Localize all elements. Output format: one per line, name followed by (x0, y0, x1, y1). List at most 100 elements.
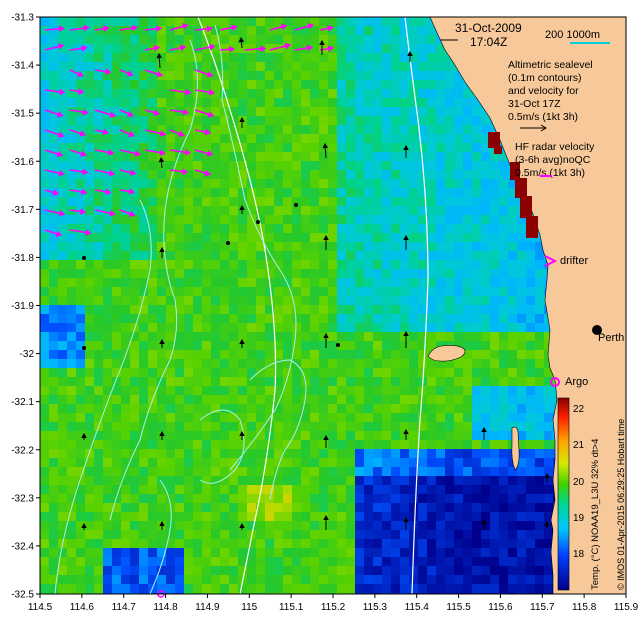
hf-radar-arrow-head (102, 128, 110, 135)
scale-label: 200 1000m (545, 29, 600, 41)
hf-radar-arrow-head (126, 70, 134, 77)
drifter-marker (544, 255, 558, 267)
x-tick-label: 114.5 (28, 602, 53, 613)
y-tick-label: -31.7 (11, 205, 34, 216)
svg-text:(0.1m contours): (0.1m contours) (508, 72, 582, 84)
hf-radar-arrow-head (134, 150, 141, 157)
hf-radar-arrow-head (105, 188, 112, 195)
altimetric-arrow-head (403, 428, 409, 435)
hf-radar-arrow-head (327, 45, 335, 52)
svg-text:0.5m/s (1kt 3h): 0.5m/s (1kt 3h) (508, 111, 578, 123)
hf-radar-arrow-head (77, 70, 84, 77)
altimetric-point (256, 220, 260, 224)
sealevel-contours (54, 24, 307, 595)
altimetric-arrow-head (81, 522, 87, 529)
hf-radar-arrow-head (307, 23, 315, 30)
hf-radar-arrow-head (127, 110, 134, 117)
hf-radar-arrow-head (260, 45, 267, 53)
y-tick-label: -31.4 (11, 61, 34, 72)
hf-radar-arrow-head (206, 25, 214, 33)
x-tick-label: 114.7 (112, 602, 137, 613)
hf-radar-arrow-head (58, 169, 65, 177)
altimetric-point (226, 241, 230, 245)
hf-radar-arrow-head (204, 169, 212, 177)
y-tick-label: -32.2 (11, 445, 34, 456)
altimetric-arrow-head (81, 432, 87, 439)
hf-radar-arrow-head (159, 130, 167, 137)
y-axis: -31.3 -31.4 -31.5 -31.6 -31.7 -31.8 -31.9 -32 -3… (11, 13, 40, 601)
y-tick-label: -31.9 (11, 301, 34, 312)
y-tick-label: -32.4 (11, 541, 34, 552)
x-tick-label: 115.3 (363, 602, 388, 613)
hf-radar-arrow-head (182, 23, 189, 30)
hf-radar-arrow-head (56, 111, 64, 118)
x-tick-label: 115.8 (572, 602, 597, 613)
hf-radar-arrow-head (128, 210, 136, 217)
altimetric-arrow-head (159, 430, 165, 437)
altimetric-arrow-head (323, 234, 329, 241)
hf-radar-vectors (44, 23, 335, 237)
x-tick-label: 115.2 (321, 602, 346, 613)
hf-radar-arrow-head (155, 25, 163, 32)
hf-radar-arrow-head (153, 109, 161, 116)
altimetric-arrow-head (239, 116, 245, 123)
x-tick-label: 114.8 (153, 602, 178, 613)
hf-radar-arrow-head (58, 210, 66, 217)
hf-radar-arrow-head (80, 150, 87, 157)
y-tick-label: -31.5 (11, 109, 34, 120)
altimetric-arrow-head (403, 144, 409, 151)
altimetric-legend: Altimetric sealevel (0.1m contours) and … (508, 59, 593, 132)
altimetric-arrow-head (322, 142, 329, 149)
date-label: 31-Oct-2009 (455, 21, 522, 35)
x-tick-label: 115.5 (446, 602, 471, 613)
rottnest-island (427, 345, 466, 362)
svg-text:Altimetric sealevel: Altimetric sealevel (508, 59, 593, 71)
hf-radar-arrow-head (206, 150, 214, 157)
altimetric-arrow-head (239, 522, 245, 529)
colorbar-tick-22: 22 (573, 404, 585, 415)
time-label: 17:04Z (470, 35, 507, 49)
altimetric-point (294, 203, 298, 207)
altimetric-arrow-head (481, 518, 487, 525)
hf-radar-arrow-head (129, 169, 137, 176)
hf-radar-arrow-head (206, 71, 214, 78)
hf-radar-arrow-head (103, 25, 110, 32)
altimetric-arrow-head (238, 36, 245, 43)
altimetric-point (82, 346, 86, 350)
x-tick-label: 115.9 (614, 602, 639, 613)
hf-radar-arrow-head (108, 169, 116, 177)
hf-radar-arrow-head (80, 208, 87, 215)
y-tick-label: -31.3 (11, 13, 34, 24)
hf-radar-arrow-head (131, 24, 138, 32)
drifter-label: drifter (560, 255, 588, 267)
isobaths (197, 16, 429, 595)
hf-radar-arrow-head (79, 130, 87, 137)
hf-radar-arrow-head (306, 44, 313, 52)
altimetric-arrow-head (323, 332, 329, 339)
y-tick-label: -32.3 (11, 493, 34, 504)
hf-radar-arrow-head (327, 25, 334, 32)
hf-radar-arrow-head (85, 229, 92, 236)
altimetric-arrow-head (544, 472, 550, 479)
altimetric-arrow-head (403, 330, 409, 337)
altimetric-point (82, 256, 86, 260)
y-tick-label: -32 (20, 349, 35, 360)
svg-text:0.5m/s (1kt 3h): 0.5m/s (1kt 3h) (515, 167, 585, 179)
altimetric-point (336, 343, 340, 347)
hf-radar-arrow-head (105, 68, 112, 75)
perth-label: Perth (598, 332, 624, 344)
y-tick-label: -31.8 (11, 253, 34, 264)
hf-radar-arrow-head (231, 24, 238, 31)
colorbar-title: Temp. (°C) NOAA19_L3U 32% dt>4 (590, 439, 601, 590)
altimetric-arrow-head (481, 426, 487, 433)
altimetric-arrow-head (156, 52, 163, 59)
altimetric-arrow-head (158, 156, 165, 163)
coastal-hot-pixels (488, 132, 538, 238)
colorbar-tick-18: 18 (573, 549, 585, 560)
x-axis: 114.5 114.6 114.7 114.8 114.9 115 115.1 115.2 11… (28, 594, 639, 613)
altimetric-arrow-head (159, 246, 165, 253)
hf-radar-arrow-head (181, 168, 189, 175)
hf-radar-arrow-head (109, 209, 116, 217)
y-tick-label: -32.5 (11, 590, 34, 601)
